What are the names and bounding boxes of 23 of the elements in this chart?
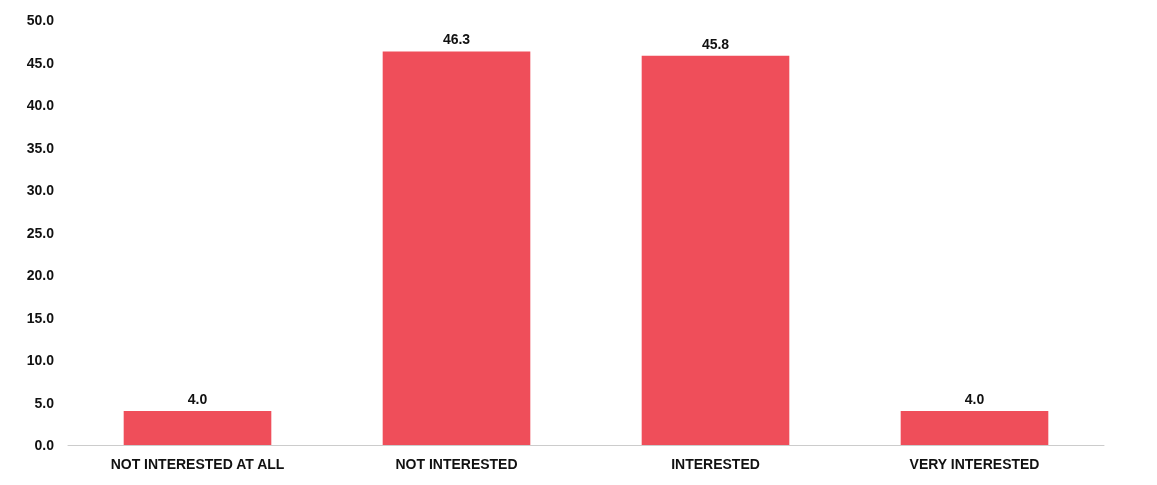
x-tick-label: VERY INTERESTED bbox=[909, 456, 1040, 472]
y-tick-label: 0.0 bbox=[34, 437, 55, 453]
data-label: 45.8 bbox=[701, 35, 730, 52]
y-tick-label: 15.0 bbox=[26, 309, 55, 326]
data-label: 46.3 bbox=[442, 31, 471, 48]
bar bbox=[382, 51, 531, 445]
x-tick-label: NOT INTERESTED AT ALL bbox=[110, 456, 285, 472]
bar bbox=[123, 411, 272, 445]
y-tick-label: 20.0 bbox=[26, 267, 55, 283]
bar bbox=[641, 55, 790, 445]
y-tick-label: 40.0 bbox=[26, 97, 55, 113]
y-tick-label: 5.0 bbox=[34, 394, 55, 411]
data-label: 4.0 bbox=[964, 391, 985, 407]
y-tick-label: 45.0 bbox=[26, 54, 55, 71]
y-tick-label: 10.0 bbox=[26, 352, 55, 368]
x-tick-label: NOT INTERESTED bbox=[395, 456, 518, 472]
y-tick-label: 30.0 bbox=[26, 182, 55, 198]
y-tick-label: 25.0 bbox=[26, 224, 55, 241]
data-label: 4.0 bbox=[187, 391, 208, 407]
y-tick-label: 50.0 bbox=[26, 12, 55, 28]
y-tick-label: 35.0 bbox=[26, 139, 55, 156]
bar bbox=[900, 411, 1049, 445]
x-tick-label: INTERESTED bbox=[671, 456, 760, 472]
